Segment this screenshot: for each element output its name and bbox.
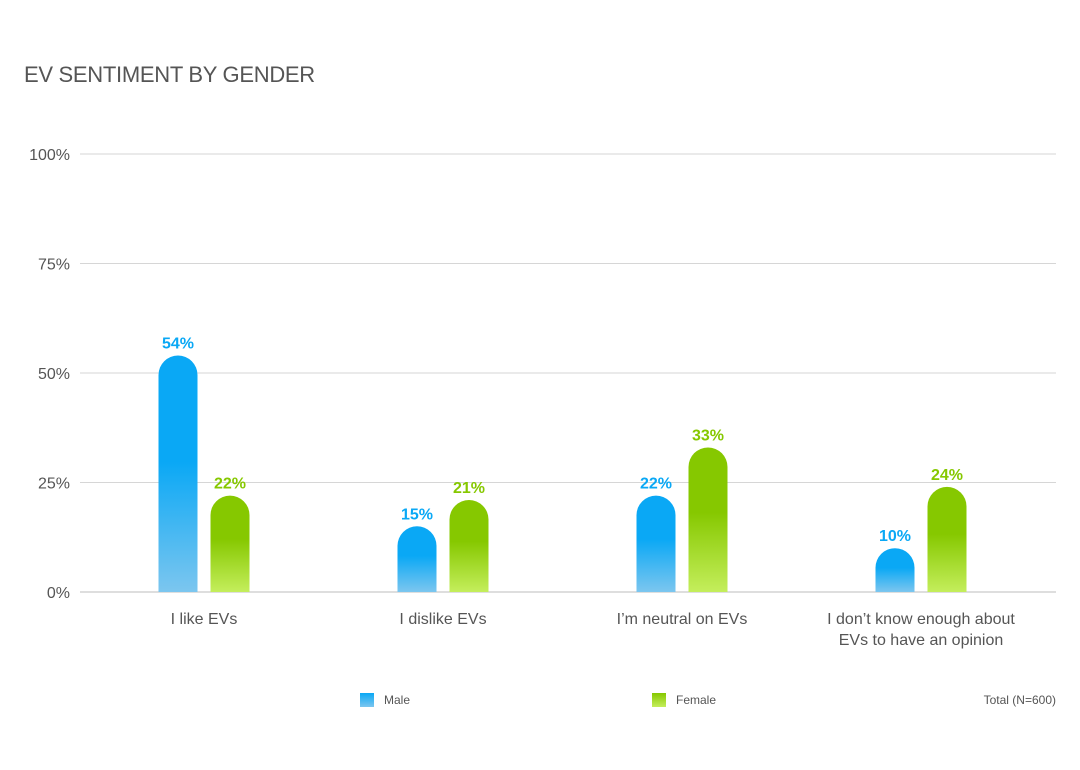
bar-male-0 <box>158 355 198 592</box>
data-label-female-2: 33% <box>692 427 724 444</box>
chart-title: EV SENTIMENT BY GENDER <box>24 62 315 87</box>
sample-size-note: Total (N=600) <box>983 693 1056 707</box>
y-tick-label: 25% <box>38 476 70 493</box>
data-label-male-1: 15% <box>401 506 433 523</box>
bar-female-2 <box>688 447 728 592</box>
x-category-label: I dislike EVs <box>399 611 486 628</box>
data-label-male-2: 22% <box>640 476 672 493</box>
y-tick-label: 0% <box>47 585 70 602</box>
data-label-male-3: 10% <box>879 528 911 545</box>
bar-male-3 <box>875 548 915 592</box>
bar-female-0 <box>210 495 250 592</box>
labels: 54% 22% I like EVs 15% 21% I dislike EVs 22% 33… <box>162 335 1015 649</box>
data-label-female-3: 24% <box>931 467 963 484</box>
legend-male-label: Male <box>384 693 411 707</box>
legend-male: Male <box>360 693 410 707</box>
legend-male-swatch <box>360 693 374 707</box>
y-tick-label: 75% <box>38 257 70 274</box>
y-tick-label: 50% <box>38 366 70 383</box>
x-category-label: I’m neutral on EVs <box>617 611 748 628</box>
bar-male-1 <box>397 526 437 592</box>
data-label-female-1: 21% <box>453 480 485 497</box>
legend-female-swatch <box>652 693 666 707</box>
bar-female-3 <box>927 486 967 592</box>
bars <box>158 355 967 592</box>
legend-female: Female <box>652 693 716 707</box>
gridlines: 0% 25% 50% 75% 100% <box>29 147 1056 602</box>
data-label-female-0: 22% <box>214 476 246 493</box>
legend-female-label: Female <box>676 693 717 707</box>
bar-male-2 <box>636 495 676 592</box>
x-category-label: I don’t know enough about EVs to have an … <box>827 611 1015 649</box>
bar-female-1 <box>449 500 489 592</box>
x-category-label: I like EVs <box>171 611 238 628</box>
y-tick-label: 100% <box>29 147 70 164</box>
data-label-male-0: 54% <box>162 335 194 352</box>
